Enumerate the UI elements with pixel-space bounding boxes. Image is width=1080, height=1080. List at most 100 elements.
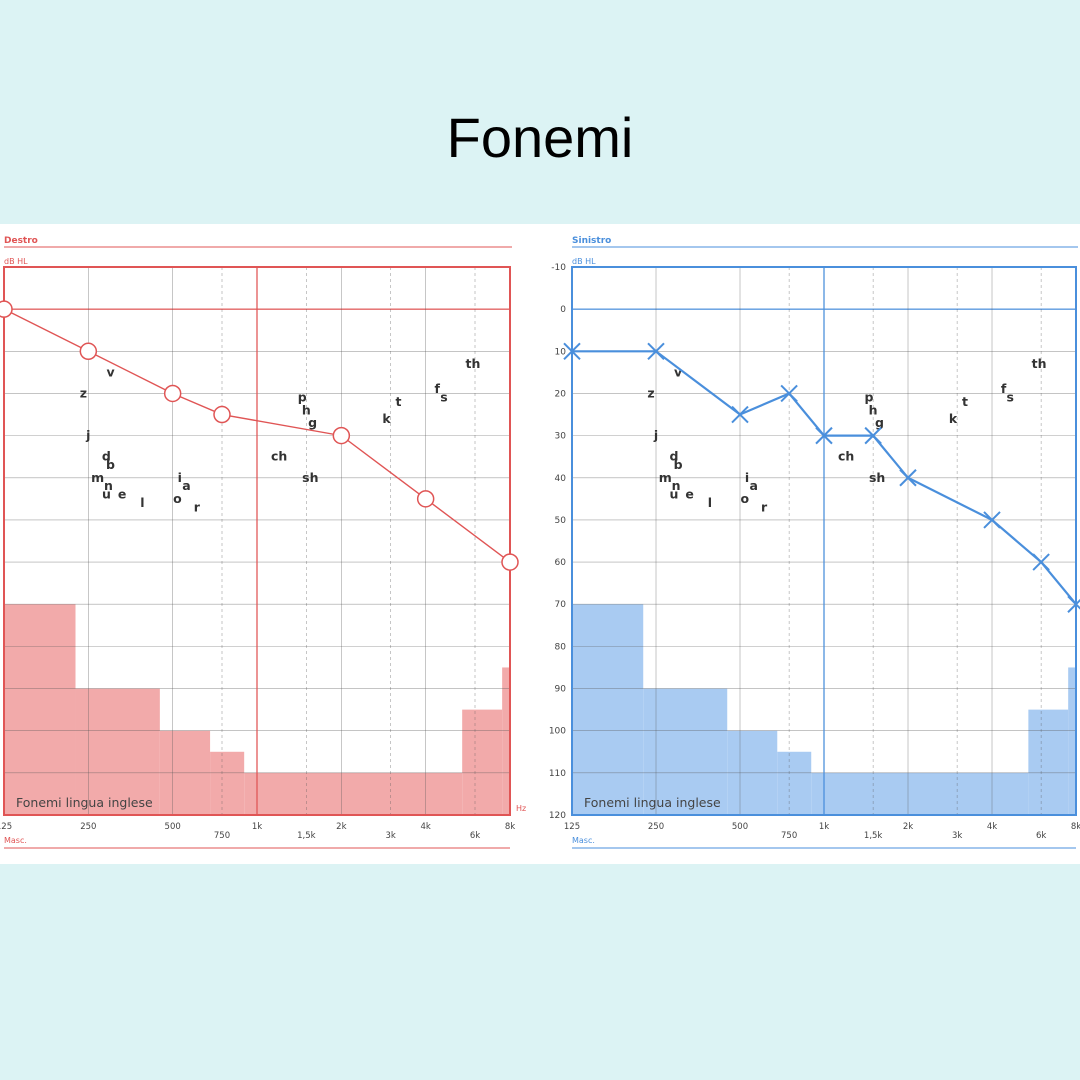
audiogram-chart-sinistro: Sinistro dB HL -10 0 10 20 30 40 50 60 70 80 90 100 11… (549, 236, 1080, 849)
y-tick-label: 0 (560, 305, 566, 315)
masking-area-step (4, 604, 76, 815)
phoneme-label: b (106, 457, 115, 472)
y-tick-label: 100 (549, 727, 566, 737)
threshold-point (563, 342, 581, 361)
x-tick-label: 8k (1071, 822, 1080, 832)
chart-title: Sinistro (572, 236, 611, 246)
phoneme-label: v (106, 364, 114, 379)
x-tick-label: 750 (214, 831, 230, 841)
phoneme-label: sh (869, 470, 885, 485)
threshold-point (1032, 553, 1050, 571)
phoneme-label: h (869, 402, 878, 417)
phoneme-label: m (91, 470, 104, 485)
x-tick-label: 3k (385, 831, 395, 841)
phoneme-label: b (674, 457, 683, 472)
masking-label: Masc. (572, 836, 595, 845)
threshold-point (983, 511, 1001, 529)
y-tick-label: 10 (555, 347, 567, 357)
phoneme-label: v (674, 364, 682, 379)
phoneme-label: t (962, 394, 968, 409)
y-tick-label: 120 (549, 811, 566, 821)
phoneme-label: j (653, 428, 658, 443)
phoneme-label: d (670, 449, 679, 464)
x-tick-label: 6k (470, 831, 480, 841)
y-tick-label: 90 (555, 685, 567, 695)
threshold-point (332, 426, 351, 445)
chart-title: Destro (4, 236, 38, 246)
phoneme-label: t (396, 394, 402, 409)
page-title: Fonemi (446, 106, 634, 169)
x-tick-label: 2k (903, 822, 913, 832)
x-tick-label: 500 (165, 822, 181, 832)
plot-frame (571, 266, 1077, 816)
phoneme-label: n (672, 478, 681, 493)
masking-area-step (777, 751, 812, 815)
phoneme-label: ch (271, 449, 287, 464)
x-tick-label: 8k (505, 822, 515, 832)
phoneme-label: f (435, 381, 441, 396)
phoneme-label: th (466, 356, 481, 371)
x-tick-label: 250 (80, 822, 96, 832)
x-tick-label: 1,5k (864, 831, 883, 841)
phoneme-label: i (745, 470, 749, 485)
x-tick-label: 250 (648, 822, 664, 832)
phoneme-label: g (875, 415, 884, 430)
x-tick-label: 125 (564, 822, 580, 832)
x-tick-label: 750 (781, 831, 797, 841)
y-tick-label: -10 (551, 263, 566, 273)
phoneme-label: d (102, 449, 111, 464)
phoneme-label: k (949, 411, 958, 426)
phoneme-label: z (647, 385, 654, 400)
threshold-point (213, 405, 231, 424)
masking-area-step (811, 772, 1029, 815)
y-axis-label: dB HL (572, 257, 596, 266)
y-axis-label: dB HL (4, 257, 28, 266)
masking-area-step (1068, 667, 1076, 815)
x-tick-label: 4k (420, 822, 430, 832)
x-tick-label: 1k (819, 822, 829, 832)
phoneme-label: o (740, 491, 749, 506)
threshold-point (647, 342, 665, 361)
phoneme-label: p (865, 390, 874, 405)
threshold-point (416, 490, 435, 508)
threshold-point (501, 553, 519, 571)
threshold-line (572, 350, 1077, 605)
plot-frame (3, 266, 511, 816)
x-tick-label: 125 (0, 822, 12, 832)
threshold-point (899, 469, 917, 487)
threshold-point (79, 342, 98, 361)
audiogram-chart-destro: Destro dB HL Hz 125 250 500 750 1k 1,5k 2k 3k 4k 6k 8… (0, 236, 526, 849)
phoneme-label: o (173, 491, 182, 506)
threshold-point (731, 405, 749, 424)
footer-text: Fonemi lingua inglese (584, 795, 721, 810)
y-tick-label: 60 (555, 558, 567, 568)
y-tick-label: 50 (555, 516, 567, 526)
phoneme-label: r (761, 499, 768, 514)
x-tick-label: 2k (336, 822, 346, 832)
threshold-point (864, 426, 882, 445)
phoneme-label: a (750, 478, 758, 493)
x-tick-label: 3k (952, 831, 962, 841)
x-tick-label: 1k (252, 822, 262, 832)
threshold-point (1067, 595, 1080, 613)
phoneme-label: a (182, 478, 190, 493)
x-tick-label: 4k (987, 822, 997, 832)
phoneme-label: l (708, 495, 712, 510)
masking-area-step (462, 709, 503, 815)
threshold-point (0, 300, 13, 318)
y-tick-label: 30 (555, 432, 567, 442)
x-tick-label: 1,5k (297, 831, 316, 841)
y-tick-label: 110 (549, 769, 566, 779)
footer-text: Fonemi lingua inglese (16, 795, 153, 810)
phoneme-label: m (659, 470, 672, 485)
masking-area-step (244, 772, 463, 815)
x-tick-label: 500 (732, 822, 748, 832)
masking-label: Masc. (4, 836, 27, 845)
phoneme-label: sh (302, 470, 318, 485)
phoneme-label: n (104, 478, 113, 493)
phoneme-label: ch (838, 449, 854, 464)
phoneme-label: r (194, 499, 201, 514)
phoneme-label: i (178, 470, 182, 485)
